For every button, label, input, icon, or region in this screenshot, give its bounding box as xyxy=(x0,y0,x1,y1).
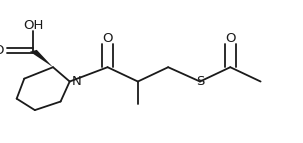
Text: N: N xyxy=(72,75,82,88)
Text: OH: OH xyxy=(23,19,44,32)
Polygon shape xyxy=(30,50,53,67)
Text: O: O xyxy=(0,44,4,57)
Text: O: O xyxy=(225,32,235,45)
Text: O: O xyxy=(102,32,113,45)
Text: S: S xyxy=(196,75,204,88)
